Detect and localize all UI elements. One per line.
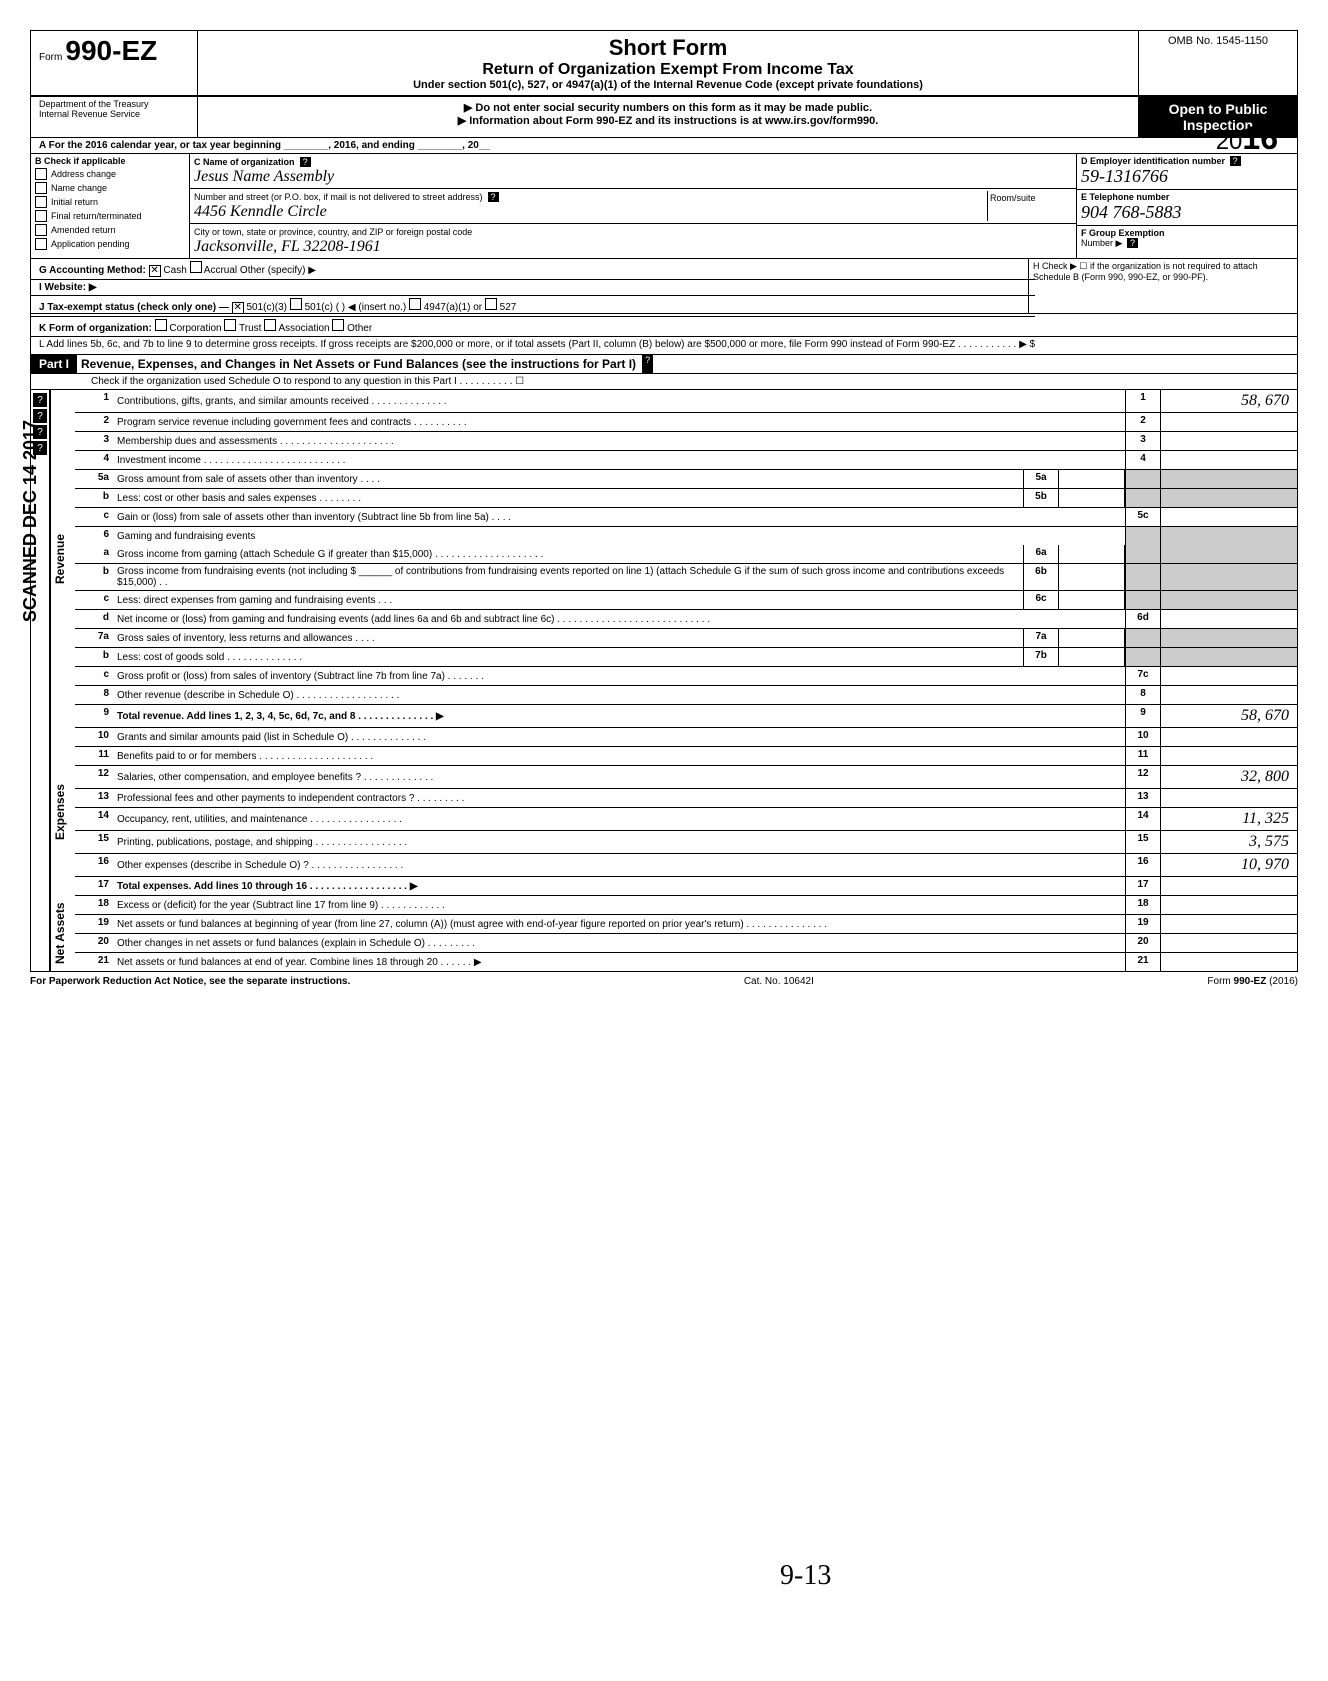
row-j: J Tax-exempt status (check only one) — 5…	[31, 296, 1035, 317]
title-box: Short Form Return of Organization Exempt…	[198, 31, 1138, 95]
org-city: Jacksonville, FL 32208-1961	[194, 238, 381, 255]
cb-pending[interactable]	[35, 238, 47, 250]
cb-accrual[interactable]	[190, 261, 202, 273]
phone: 904 768-5883	[1081, 202, 1182, 222]
omb-number: OMB No. 1545-1150	[1143, 35, 1293, 47]
d-label: D Employer identification number	[1081, 156, 1225, 166]
h-label: H Check ▶ ☐ if the organization is not r…	[1028, 259, 1297, 313]
cb-amended[interactable]	[35, 224, 47, 236]
help-icon: ?	[488, 192, 499, 202]
cb-name[interactable]	[35, 182, 47, 194]
sched-o-check: Check if the organization used Schedule …	[31, 374, 1297, 390]
cb-501c[interactable]	[290, 298, 302, 310]
omb-box: OMB No. 1545-1150	[1138, 31, 1297, 95]
tax-year-row: A For the 2016 calendar year, or tax yea…	[31, 138, 1297, 154]
scanned-stamp: SCANNED DEC 14 2017	[20, 420, 41, 622]
col-de: D Employer identification number ? 59-13…	[1076, 154, 1297, 258]
row-l: L Add lines 5b, 6c, and 7b to line 9 to …	[31, 337, 1297, 355]
val-12: 32, 800	[1161, 766, 1297, 788]
year-box: 2016	[1216, 120, 1278, 157]
part-1-header: Part I Revenue, Expenses, and Changes in…	[31, 355, 1297, 374]
cb-501c3[interactable]	[232, 302, 244, 314]
revenue-label: Revenue	[50, 390, 75, 728]
col-b-checkboxes: B Check if applicable Address change Nam…	[31, 154, 190, 258]
form-label: Form	[39, 52, 62, 63]
cb-4947[interactable]	[409, 298, 421, 310]
f-number: Number ▶	[1081, 238, 1122, 248]
f-label: F Group Exemption	[1081, 228, 1165, 238]
ein: 59-1316766	[1081, 166, 1168, 186]
footer-right: Form 990-EZ (2016)	[1207, 976, 1298, 987]
val-1: 58, 670	[1161, 390, 1297, 412]
org-address: 4456 Kenndle Circle	[194, 203, 327, 220]
val-9: 58, 670	[1161, 705, 1297, 727]
cb-address[interactable]	[35, 168, 47, 180]
bottom-handwriting: 9-13	[780, 1560, 831, 1592]
footer: For Paperwork Reduction Act Notice, see …	[30, 972, 1298, 991]
cb-cash[interactable]	[149, 265, 161, 277]
c-city-label: City or town, state or province, country…	[194, 227, 472, 237]
row-k: K Form of organization: Corporation Trus…	[31, 317, 1297, 337]
dept-row: Department of the Treasury Internal Reve…	[31, 97, 1297, 138]
cb-trust[interactable]	[224, 319, 236, 331]
cb-initial[interactable]	[35, 196, 47, 208]
footer-left: For Paperwork Reduction Act Notice, see …	[30, 976, 350, 987]
a-line: A For the 2016 calendar year, or tax yea…	[39, 140, 490, 151]
cb-527[interactable]	[485, 298, 497, 310]
help-icon: ?	[642, 355, 653, 373]
form-number-box: Form 990-EZ	[31, 31, 198, 95]
part-title: Revenue, Expenses, and Changes in Net As…	[77, 355, 640, 373]
revenue-section: ? ? ? ? Revenue 1Contributions, gifts, g…	[31, 390, 1297, 728]
under-section: Under section 501(c), 527, or 4947(a)(1)…	[202, 79, 1134, 91]
netassets-label: Net Assets	[50, 896, 75, 971]
c-name-label: C Name of organization	[194, 157, 295, 167]
cb-other[interactable]	[332, 319, 344, 331]
part-label: Part I	[31, 355, 77, 373]
expenses-label: Expenses	[50, 728, 75, 896]
form-990ez: Form 990-EZ Short Form Return of Organiz…	[30, 30, 1298, 972]
help-icon: ?	[1127, 238, 1138, 248]
val-15: 3, 575	[1161, 831, 1297, 853]
notes-box: ▶ Do not enter social security numbers o…	[198, 97, 1138, 137]
row-i: I Website: ▶	[31, 279, 1035, 296]
org-name: Jesus Name Assembly	[194, 168, 334, 185]
help-icon: ?	[33, 393, 47, 407]
e-label: E Telephone number	[1081, 192, 1169, 202]
short-form-title: Short Form	[202, 35, 1134, 61]
col-c-org: C Name of organization ? Jesus Name Asse…	[190, 154, 1076, 258]
help-icon: ?	[1230, 156, 1241, 166]
dept-box: Department of the Treasury Internal Reve…	[31, 97, 198, 137]
val-14: 11, 325	[1161, 808, 1297, 830]
b-label: B Check if applicable	[35, 156, 185, 166]
section-bcdef: B Check if applicable Address change Nam…	[31, 154, 1297, 259]
return-title: Return of Organization Exempt From Incom…	[202, 61, 1134, 79]
expenses-section: Expenses 10Grants and similar amounts pa…	[31, 728, 1297, 896]
info-note: ▶ Information about Form 990-EZ and its …	[202, 114, 1134, 127]
form-number: 990-EZ	[65, 35, 157, 66]
cb-assoc[interactable]	[264, 319, 276, 331]
footer-mid: Cat. No. 10642I	[744, 976, 814, 987]
ssn-note: ▶ Do not enter social security numbers o…	[202, 101, 1134, 114]
cb-final[interactable]	[35, 210, 47, 222]
help-icon: ?	[300, 157, 311, 167]
cb-corp[interactable]	[155, 319, 167, 331]
val-16: 10, 970	[1161, 854, 1297, 876]
room-suite: Room/suite	[987, 191, 1072, 221]
net-assets-section: Net Assets 18Excess or (deficit) for the…	[31, 896, 1297, 971]
c-addr-label: Number and street (or P.O. box, if mail …	[194, 192, 482, 202]
header-row: Form 990-EZ Short Form Return of Organiz…	[31, 31, 1297, 97]
